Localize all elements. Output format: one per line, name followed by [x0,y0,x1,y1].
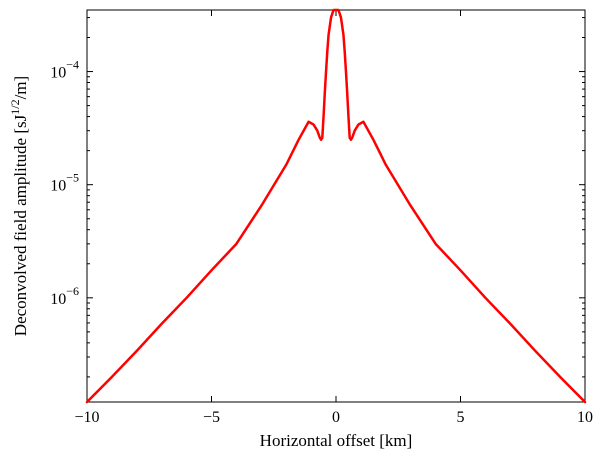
y-axis-label-superscript: 1/2 [8,99,22,114]
series-layer [85,8,587,404]
y-tick-label-base: 10 [50,65,66,82]
x-tick-label: −10 [74,409,99,426]
y-tick-label-exponent: −5 [66,171,79,185]
x-tick-label: 5 [457,409,465,426]
y-tick-label-exponent: −4 [66,58,79,72]
y-tick-label: 10−5 [50,171,79,195]
series-line-0 [85,8,587,404]
y-tick-label: 10−4 [50,58,79,82]
y-tick-label-base: 10 [50,291,66,308]
y-axis-label-suffix: /m] [11,76,30,100]
x-tick-label: −5 [203,409,220,426]
x-tick-label: 0 [332,409,340,426]
y-axis-label: Deconvolved field amplitude [sJ1/2/m] [8,76,30,336]
tick-group [86,10,586,402]
x-tick-label: 10 [577,409,593,426]
plot-frame [86,9,586,403]
y-tick-label-exponent: −6 [66,284,79,298]
x-axis-label: Horizontal offset [km] [260,431,413,450]
y-tick-label: 10−6 [50,284,79,308]
y-tick-label-base: 10 [50,178,66,195]
y-axis-label-prefix: Deconvolved field amplitude [sJ [11,114,30,336]
